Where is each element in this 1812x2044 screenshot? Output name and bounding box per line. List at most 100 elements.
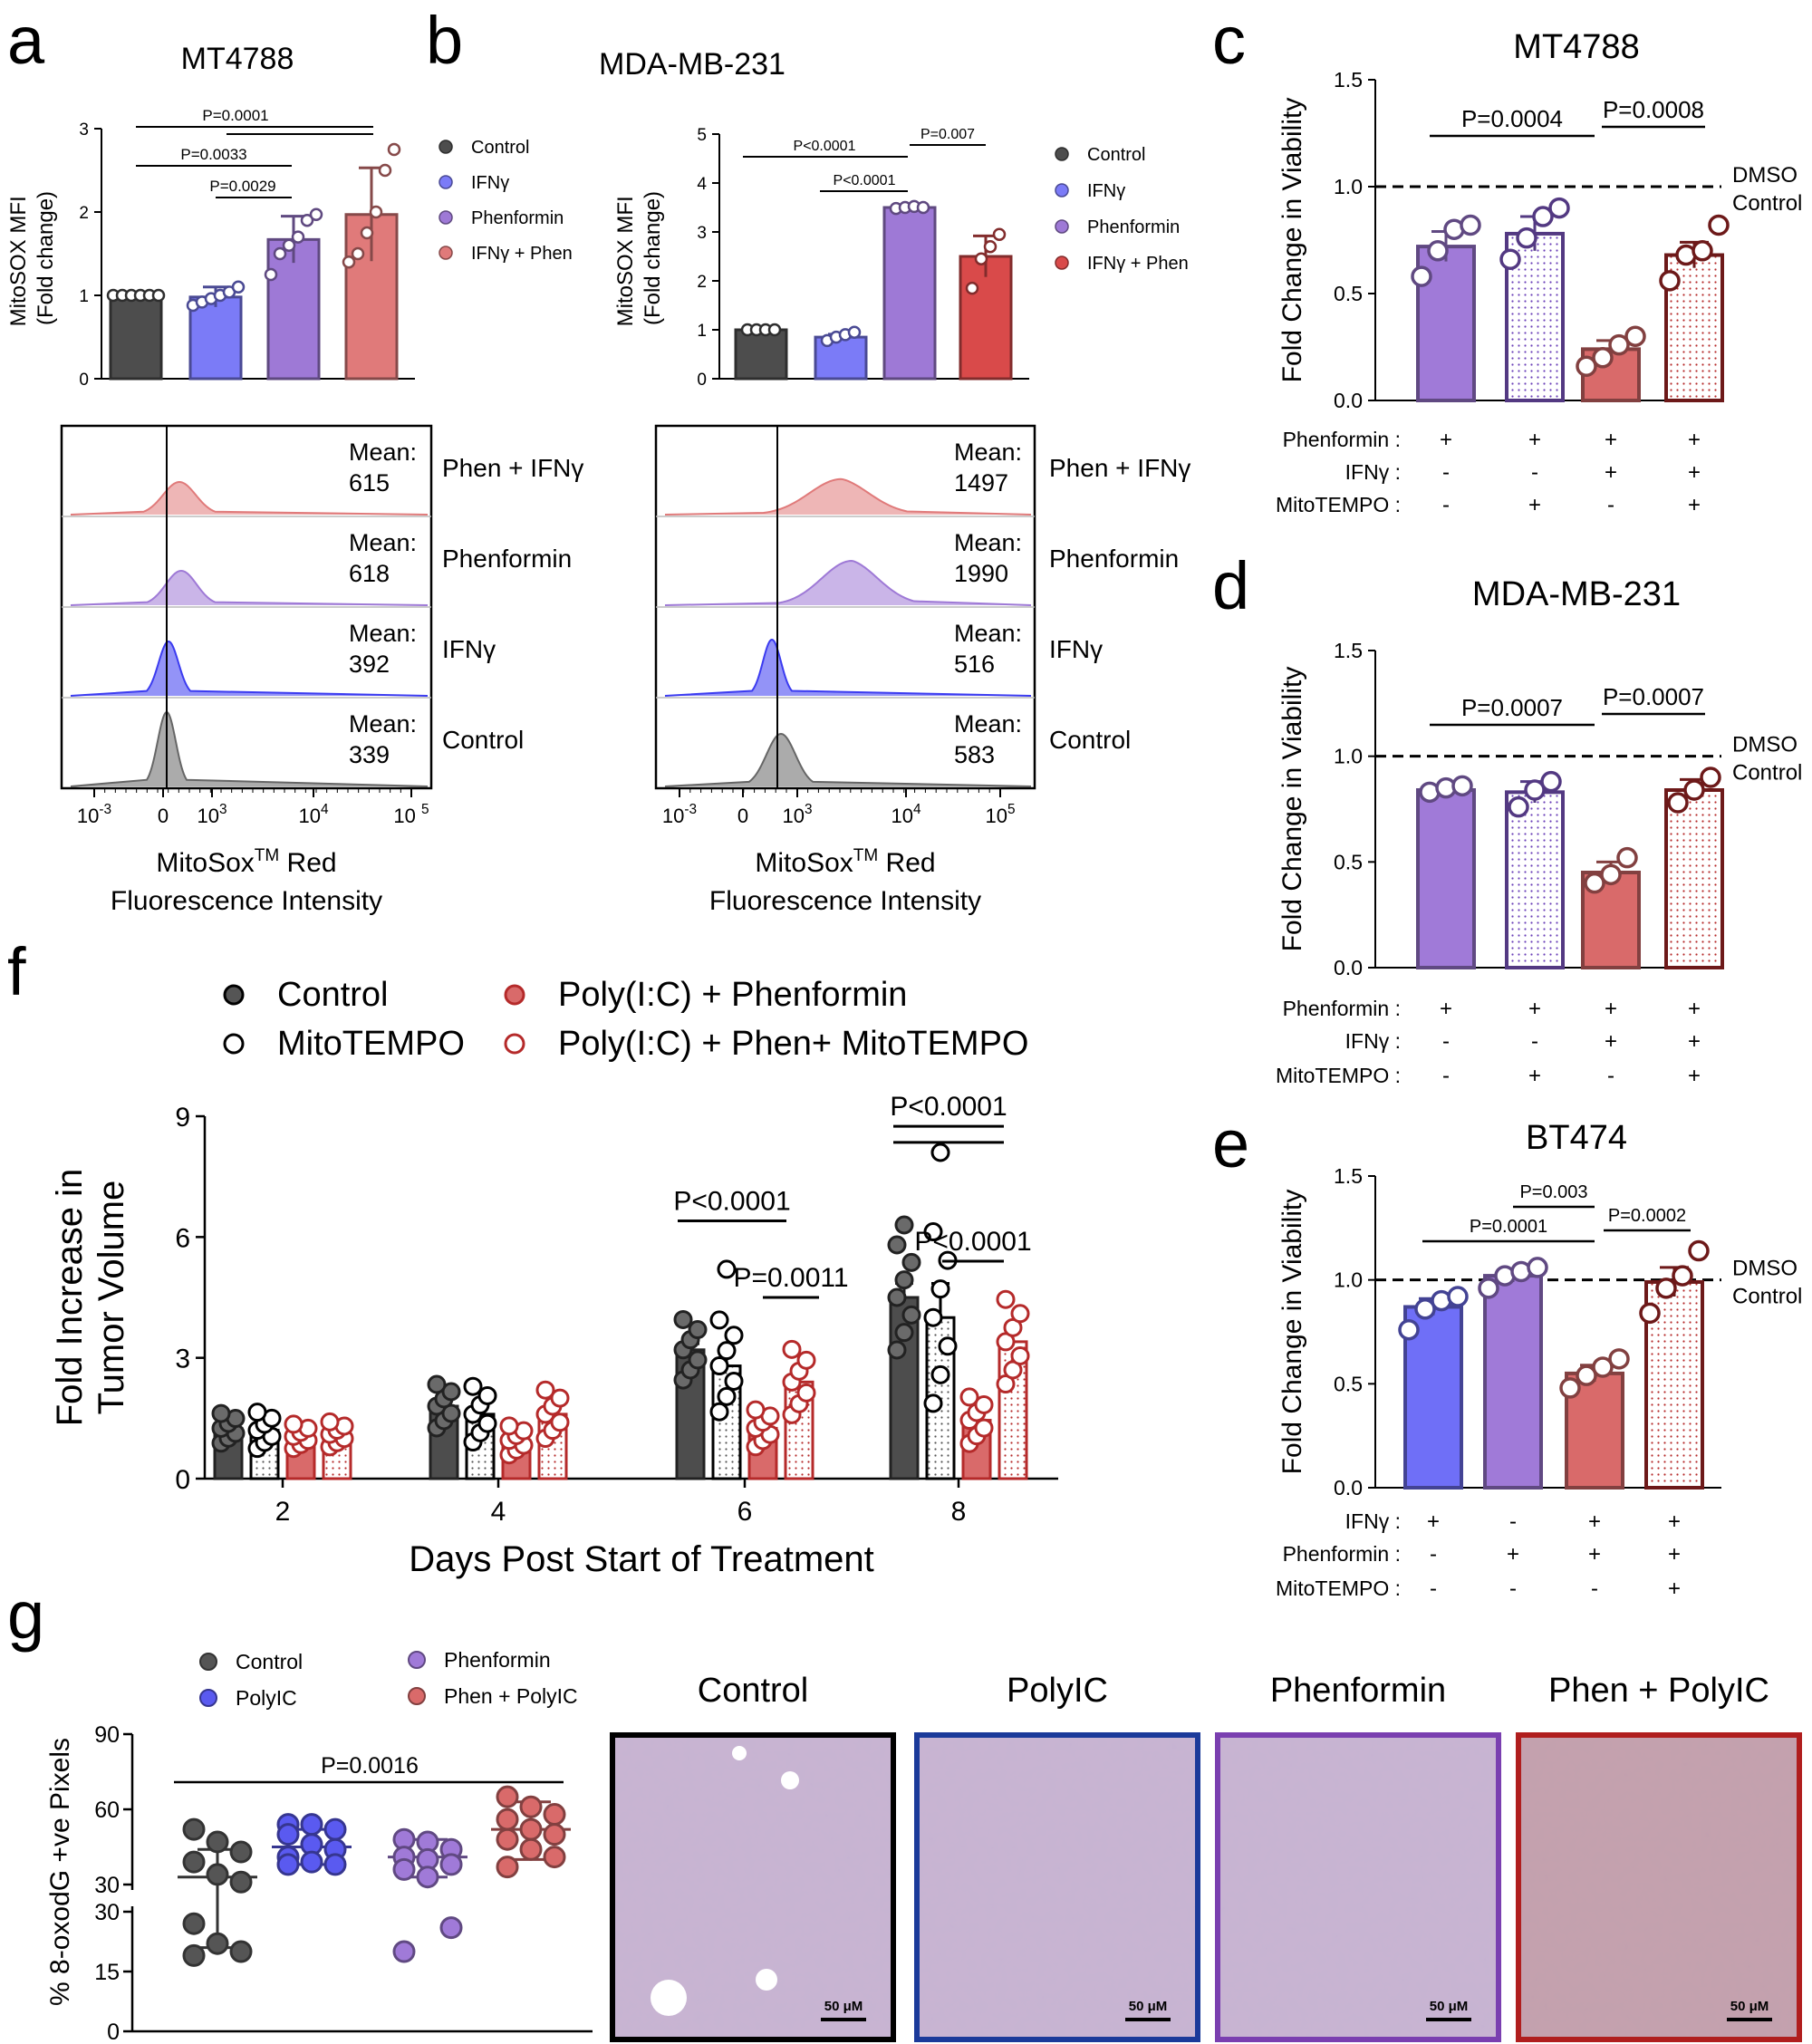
data-point xyxy=(1608,1348,1630,1370)
data-point xyxy=(1624,325,1646,347)
data-point xyxy=(477,1413,497,1433)
data-point xyxy=(1447,1286,1469,1307)
panel-letter-c: c xyxy=(1212,3,1246,78)
panel-b-pvalue-2: P=0.007 xyxy=(920,127,975,142)
data-point xyxy=(1608,333,1630,356)
legend-label: Poly(I:C) + Phenformin xyxy=(558,976,907,1014)
y-tick-label: 1.5 xyxy=(1334,68,1363,92)
x-tick-label-base: 10 xyxy=(662,805,684,827)
y-tick-label: 2 xyxy=(697,273,707,292)
y-tick-label: 60 xyxy=(94,1798,120,1823)
significance-label: P<0.0001 xyxy=(673,1187,790,1217)
panel-b-legend: Control IFNγ Phenformin IFNγ + Phen xyxy=(1055,145,1189,274)
reference-label: DMSO xyxy=(1732,1257,1798,1281)
histogram-curve xyxy=(664,732,1032,787)
data-point xyxy=(206,1830,229,1854)
x-tick-label-exp: 4 xyxy=(321,802,329,817)
data-point xyxy=(901,1305,921,1325)
micrograph-title: Phen + PolyIC xyxy=(1548,1672,1769,1710)
bar xyxy=(1483,1274,1543,1490)
legend-label: Phenformin xyxy=(444,1648,551,1672)
data-point xyxy=(543,1823,566,1846)
panel-a-title: MT4788 xyxy=(181,42,294,76)
data-point xyxy=(709,1356,729,1376)
data-point xyxy=(1692,240,1713,262)
x-tick-label: 10 5 xyxy=(393,802,429,827)
data-point xyxy=(229,1940,253,1963)
data-point xyxy=(1576,355,1597,377)
treatment-label: IFNγ : xyxy=(1345,1029,1401,1053)
legend-marker xyxy=(199,1653,217,1671)
data-point xyxy=(1559,1377,1581,1399)
bar xyxy=(882,206,937,381)
data-point xyxy=(1548,197,1570,219)
data-point xyxy=(916,200,930,215)
x-tick-label-exp: 5 xyxy=(421,802,429,817)
histogram-mean-value: 516 xyxy=(954,651,995,678)
data-point xyxy=(1532,206,1554,227)
significance-label: P=0.003 xyxy=(1519,1182,1587,1202)
xlabel-part: Red xyxy=(279,848,336,878)
x-tick-label-exp: 3 xyxy=(219,802,227,817)
y-tick-label: 5 xyxy=(697,126,707,145)
data-point xyxy=(463,1376,483,1396)
y-tick-label: 30 xyxy=(94,1900,120,1925)
legend-marker xyxy=(439,175,453,189)
data-point xyxy=(284,1414,304,1434)
y-tick-label: 1 xyxy=(697,322,707,341)
treatment-label: Phenformin : xyxy=(1283,997,1401,1020)
histogram-mean-label: Mean: xyxy=(349,620,417,647)
legend-marker xyxy=(504,984,525,1006)
x-tick-label: 104 xyxy=(298,802,328,827)
data-point xyxy=(1010,1345,1030,1365)
legend-marker xyxy=(439,210,453,225)
panel-b-significance: P<0.0001 P=0.007 P<0.0001 xyxy=(743,127,986,192)
panel-b-ylabel: MitoSOX MFI (Fold change) xyxy=(613,190,665,327)
x-tick-label: 103 xyxy=(197,802,226,827)
y-tick-label: 0 xyxy=(107,2020,120,2044)
data-point xyxy=(709,1402,729,1422)
data-point xyxy=(282,238,296,253)
data-point xyxy=(1524,779,1546,801)
data-point xyxy=(887,1340,907,1360)
data-point xyxy=(229,1870,253,1894)
histogram-mean-value: 339 xyxy=(349,741,390,768)
x-tick-label: 2 xyxy=(275,1497,291,1527)
y-tick-label: 0 xyxy=(175,1465,190,1495)
data-point xyxy=(887,1287,907,1307)
x-tick-label: 8 xyxy=(951,1497,967,1527)
legend-label: MitoTEMPO xyxy=(277,1025,465,1063)
micrograph-border xyxy=(914,1732,1200,2042)
histogram-mean-label: Mean: xyxy=(954,529,1022,556)
data-point xyxy=(300,1850,323,1874)
data-point xyxy=(309,207,323,222)
data-point xyxy=(717,1341,737,1361)
legend-marker xyxy=(1055,219,1069,234)
treatment-label: MitoTEMPO : xyxy=(1276,1064,1401,1087)
y-tick-label: 1.5 xyxy=(1334,639,1363,662)
x-tick-label-exp: 3 xyxy=(805,802,813,817)
data-point xyxy=(974,1418,994,1438)
y-tick-label: 9 xyxy=(175,1103,190,1133)
data-point xyxy=(351,246,365,261)
data-point xyxy=(360,226,374,240)
x-tick-label-exp: -3 xyxy=(99,802,111,817)
legend-label: Phen + PolyIC xyxy=(444,1684,578,1708)
y-tick-label: 1.5 xyxy=(1334,1164,1363,1188)
legend-label: PolyIC xyxy=(236,1686,297,1710)
reference-label: Control xyxy=(1732,191,1802,216)
data-point xyxy=(342,255,356,269)
panel-e-bar-chart: BT474 Fold Change in Viability 0.0 0.5 1.0 1.… xyxy=(1276,1119,1802,1601)
treatment-sign: - xyxy=(1531,1029,1538,1054)
legend-label: Control xyxy=(277,976,389,1014)
data-point xyxy=(887,1235,907,1255)
reference-label: DMSO xyxy=(1732,163,1798,188)
treatment-label: MitoTEMPO : xyxy=(1276,1576,1401,1600)
panel-b-ylabel-line2: (Fold change) xyxy=(641,191,665,325)
panel-letter-b: b xyxy=(426,3,463,78)
significance-label: P=0.0001 xyxy=(1470,1217,1547,1237)
data-point xyxy=(392,1940,416,1963)
histogram-xlabel-line2: Fluorescence Intensity xyxy=(111,886,382,916)
data-point xyxy=(688,1350,708,1370)
